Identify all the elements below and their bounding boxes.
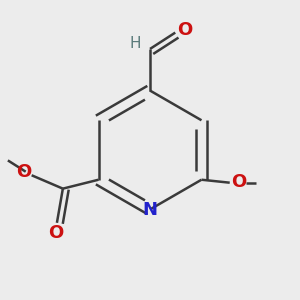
Text: O: O — [231, 173, 246, 191]
Text: O: O — [177, 21, 193, 39]
Text: H: H — [129, 36, 141, 51]
Text: N: N — [142, 201, 158, 219]
Text: O: O — [48, 224, 63, 242]
Text: O: O — [16, 163, 31, 181]
